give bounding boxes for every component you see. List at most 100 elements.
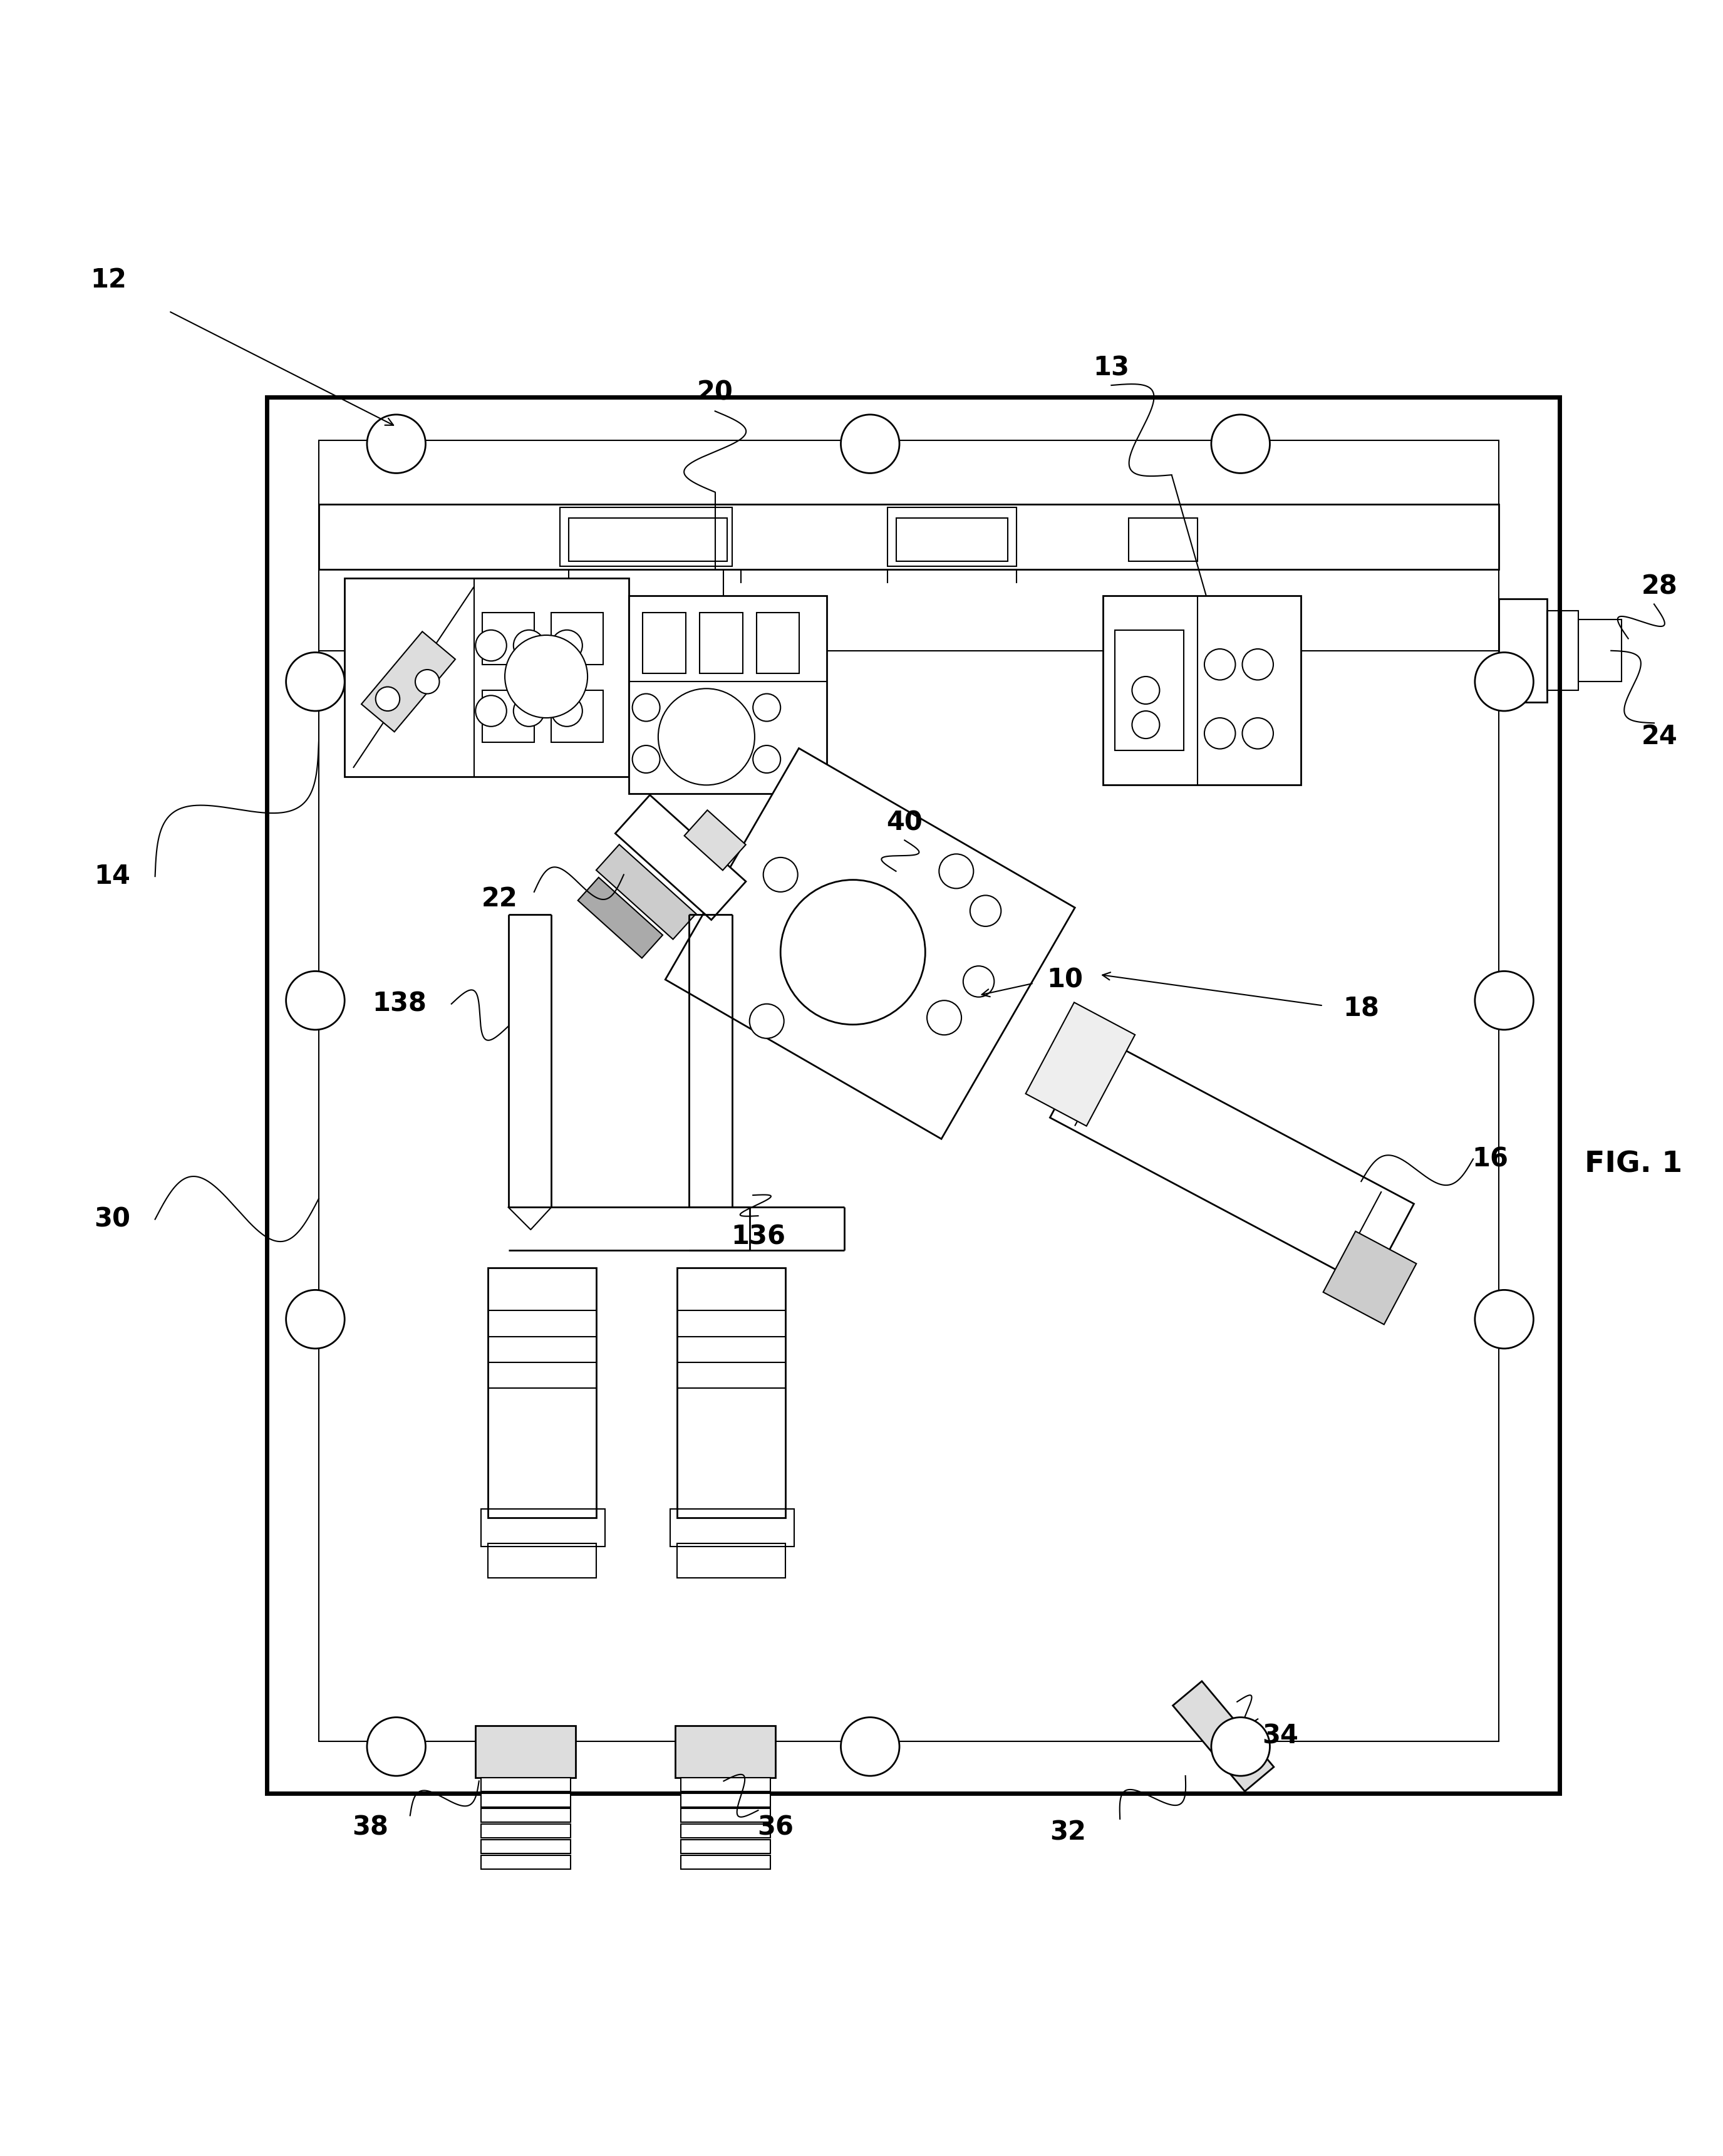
Bar (629, 595, 827, 793)
Polygon shape (665, 748, 1075, 1138)
Polygon shape (577, 877, 663, 957)
Circle shape (1475, 970, 1533, 1031)
Bar (1129, 517, 1197, 561)
Circle shape (1242, 718, 1273, 748)
Bar (896, 517, 1008, 561)
Bar (481, 1809, 570, 1822)
Bar (569, 517, 727, 561)
Circle shape (1204, 649, 1235, 679)
Polygon shape (596, 845, 696, 940)
Circle shape (963, 966, 994, 996)
Bar (319, 440, 1499, 1742)
Bar (481, 1854, 570, 1869)
Text: 40: 40 (886, 811, 924, 837)
Bar (681, 1854, 770, 1869)
Circle shape (476, 630, 507, 662)
Bar (481, 1509, 605, 1546)
Text: 138: 138 (372, 992, 427, 1018)
Bar (681, 1794, 770, 1807)
Bar (267, 397, 1559, 1794)
Text: 38: 38 (351, 1815, 389, 1841)
Circle shape (1132, 677, 1160, 705)
Bar (481, 1839, 570, 1854)
Bar (670, 1509, 794, 1546)
Circle shape (1242, 649, 1273, 679)
Circle shape (551, 630, 582, 662)
Circle shape (513, 630, 544, 662)
Circle shape (1204, 718, 1235, 748)
Bar (887, 507, 1017, 567)
Text: 13: 13 (1092, 356, 1130, 382)
Circle shape (1475, 1289, 1533, 1348)
Circle shape (505, 636, 588, 718)
Circle shape (1211, 1718, 1270, 1777)
Bar (681, 1809, 770, 1822)
Circle shape (763, 858, 798, 893)
Bar (345, 578, 629, 776)
Text: 10: 10 (1046, 966, 1084, 994)
Text: 12: 12 (90, 267, 128, 293)
Circle shape (286, 653, 345, 711)
Circle shape (939, 854, 973, 888)
Text: 20: 20 (696, 379, 734, 405)
Bar (1115, 630, 1184, 750)
Bar (476, 1727, 575, 1777)
Circle shape (1475, 653, 1533, 711)
Circle shape (286, 970, 345, 1031)
Bar (1499, 599, 1547, 703)
Polygon shape (684, 811, 746, 871)
Circle shape (750, 1005, 784, 1039)
Bar (756, 612, 799, 673)
Polygon shape (615, 796, 746, 921)
Circle shape (286, 1289, 345, 1348)
Bar (551, 612, 603, 664)
Text: 18: 18 (1342, 996, 1380, 1022)
Circle shape (841, 1718, 899, 1777)
Bar (560, 507, 732, 567)
Circle shape (551, 696, 582, 727)
Bar (482, 690, 534, 742)
Text: 30: 30 (93, 1205, 131, 1233)
Text: 136: 136 (731, 1222, 786, 1250)
Text: 16: 16 (1471, 1145, 1509, 1173)
Circle shape (367, 1718, 426, 1777)
Circle shape (927, 1000, 961, 1035)
Text: FIG. 1: FIG. 1 (1585, 1149, 1682, 1177)
Polygon shape (1049, 1035, 1415, 1287)
Bar (488, 1544, 596, 1578)
Text: 28: 28 (1640, 573, 1678, 599)
Circle shape (376, 688, 400, 711)
Bar (482, 612, 534, 664)
Bar (481, 1777, 570, 1792)
Bar (488, 1268, 596, 1518)
Polygon shape (362, 632, 455, 731)
Text: 22: 22 (482, 886, 517, 912)
Circle shape (658, 688, 755, 785)
Circle shape (367, 414, 426, 472)
Bar (677, 1544, 786, 1578)
Circle shape (415, 671, 439, 694)
Bar (551, 690, 603, 742)
Bar (681, 1824, 770, 1837)
Circle shape (513, 696, 544, 727)
Circle shape (632, 746, 660, 774)
Bar (319, 505, 1499, 569)
Text: 36: 36 (756, 1815, 794, 1841)
Circle shape (970, 895, 1001, 927)
Text: 24: 24 (1642, 724, 1676, 750)
Polygon shape (1323, 1231, 1416, 1324)
Polygon shape (1173, 1682, 1273, 1792)
Circle shape (841, 414, 899, 472)
Bar (1547, 610, 1578, 690)
Polygon shape (1025, 1003, 1135, 1125)
Text: 14: 14 (93, 862, 131, 890)
Bar (681, 1777, 770, 1792)
Bar (675, 1727, 775, 1777)
Circle shape (753, 746, 781, 774)
Text: 34: 34 (1261, 1723, 1299, 1749)
Bar (677, 1268, 786, 1518)
Circle shape (632, 694, 660, 722)
Circle shape (476, 696, 507, 727)
Circle shape (1211, 414, 1270, 472)
Bar (1103, 595, 1301, 785)
